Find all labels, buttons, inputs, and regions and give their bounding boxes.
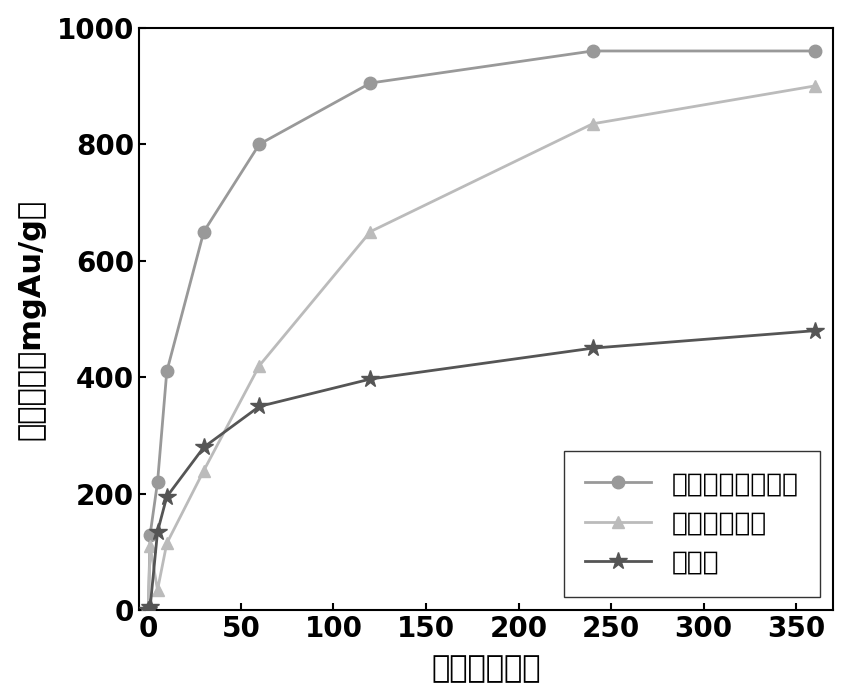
活性炭 — [199, 443, 209, 452]
聚合物吸附剂 — [810, 82, 820, 90]
活性炭 — [366, 374, 376, 383]
Line: 聚合物吸附剂: 聚合物吸附剂 — [142, 80, 821, 617]
Y-axis label: 吸附容量（mgAu/g）: 吸附容量（mgAu/g） — [17, 199, 46, 440]
聚合物吸附剂 — [162, 539, 172, 547]
聚合物吸附剂 — [366, 228, 376, 236]
活性炭 — [587, 344, 598, 352]
改性聚合物吸附剂 — [162, 368, 172, 376]
Line: 改性聚合物吸附剂: 改性聚合物吸附剂 — [142, 45, 821, 617]
活性炭 — [152, 528, 162, 536]
聚合物吸附剂 — [143, 606, 153, 615]
Line: 活性炭: 活性炭 — [139, 321, 824, 620]
改性聚合物吸附剂 — [145, 531, 156, 539]
活性炭 — [143, 606, 153, 615]
活性炭 — [810, 326, 820, 335]
X-axis label: 时间（分钟）: 时间（分钟） — [432, 654, 541, 683]
聚合物吸附剂 — [254, 361, 264, 370]
改性聚合物吸附剂 — [366, 79, 376, 88]
活性炭 — [145, 603, 156, 612]
改性聚合物吸附剂 — [254, 140, 264, 148]
改性聚合物吸附剂 — [587, 47, 598, 55]
改性聚合物吸附剂 — [810, 47, 820, 55]
改性聚合物吸附剂 — [199, 228, 209, 236]
改性聚合物吸附剂 — [152, 478, 162, 486]
Legend: 改性聚合物吸附剂, 聚合物吸附剂, 活性炭: 改性聚合物吸附剂, 聚合物吸附剂, 活性炭 — [564, 451, 820, 597]
改性聚合物吸附剂 — [143, 606, 153, 615]
聚合物吸附剂 — [152, 586, 162, 594]
聚合物吸附剂 — [199, 466, 209, 475]
活性炭 — [162, 493, 172, 501]
聚合物吸附剂 — [145, 542, 156, 550]
聚合物吸附剂 — [587, 120, 598, 128]
活性炭 — [254, 402, 264, 411]
